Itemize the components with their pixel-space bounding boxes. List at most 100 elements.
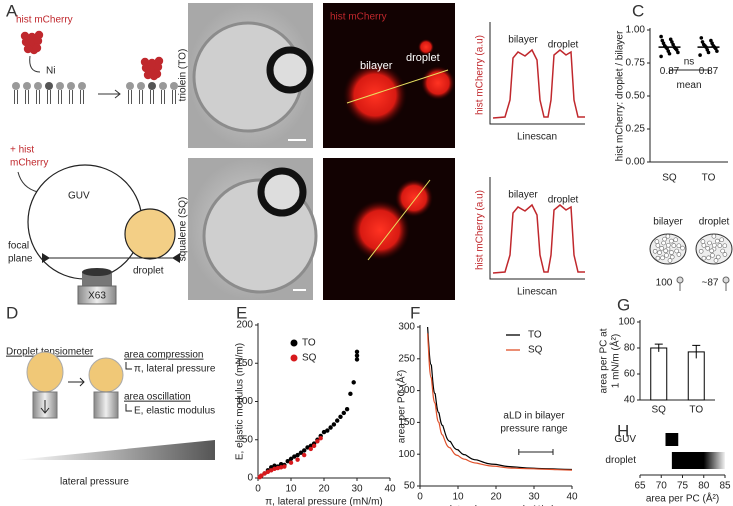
schematic-lipid — [654, 239, 660, 244]
schematic-lipid — [662, 236, 667, 242]
schematic-value: 100 — [656, 278, 673, 289]
schematic-lipid — [665, 233, 671, 239]
point — [354, 357, 360, 362]
arrow — [125, 362, 132, 370]
objective-label: X63 — [88, 291, 106, 302]
protein — [27, 32, 37, 42]
x-tick-label: TO — [702, 173, 716, 184]
lipid-head — [78, 82, 86, 90]
schematic-lipid — [706, 255, 711, 261]
point — [302, 452, 307, 458]
y-axis-label: E, elastic modulus (mN/m) — [235, 343, 246, 460]
point — [272, 463, 277, 468]
point — [311, 443, 317, 449]
channel-label: hist mCherry — [330, 12, 387, 23]
ion-label: Ni — [46, 66, 55, 77]
lipid-head — [23, 82, 31, 90]
dot — [659, 54, 663, 59]
x-tick-label: SQ — [652, 405, 667, 416]
point — [321, 429, 327, 435]
schematic-lipid — [719, 237, 725, 243]
point — [344, 406, 350, 412]
mean-label: mean — [676, 80, 701, 91]
schematic-lipid — [700, 239, 706, 244]
point — [325, 428, 330, 433]
schematic-lipid — [705, 245, 710, 251]
panel-label: F — [410, 303, 420, 322]
panel-label: C — [632, 1, 644, 20]
schematic-label: droplet — [699, 217, 730, 228]
row-label: triolein (TO) — [178, 49, 189, 102]
x-tick-label: 40 — [566, 492, 578, 503]
lipid-head — [56, 82, 64, 90]
profile-xlabel: Linescan — [517, 287, 557, 298]
y-axis-label: 1 mN/m (Å²) — [609, 334, 622, 388]
point — [318, 436, 323, 441]
legend-label: SQ — [302, 353, 317, 364]
schematic-lipid — [680, 245, 685, 251]
bar — [687, 351, 705, 401]
profile-xlabel: Linescan — [517, 132, 557, 143]
focal-label: focal — [8, 241, 29, 252]
guv — [27, 164, 143, 280]
category-label: droplet — [605, 455, 636, 466]
schematic-lipid — [666, 242, 671, 248]
y-tick-label: 0.00 — [626, 157, 646, 168]
schematic-lipid — [709, 248, 714, 254]
range-bar — [665, 433, 679, 446]
bilayer-signal — [343, 63, 407, 127]
y-tick-label: 80 — [624, 343, 636, 354]
schematic-lipid — [669, 238, 674, 244]
arrow — [29, 55, 41, 73]
x-tick-label: 10 — [285, 484, 297, 495]
capillary — [93, 391, 119, 419]
droplet — [124, 208, 176, 260]
schematic-lipid — [674, 248, 679, 254]
bar — [650, 347, 668, 401]
droplet-label: droplet — [133, 266, 164, 277]
peak-label: bilayer — [508, 190, 538, 201]
bilayer-signal — [350, 200, 410, 260]
y-tick-label: 0.75 — [626, 58, 646, 69]
point — [269, 465, 274, 470]
lipid-head — [137, 82, 145, 90]
point — [308, 446, 313, 452]
point — [278, 462, 284, 467]
point — [354, 349, 360, 354]
annotation: pressure range — [500, 424, 568, 435]
schematic-value: ~87 — [702, 278, 719, 289]
schematic-lipid — [667, 258, 673, 263]
point — [305, 445, 310, 450]
legend-label: TO — [528, 330, 542, 341]
lipid-head — [159, 82, 167, 90]
schematic-lipid — [701, 255, 707, 261]
x-tick-label: 0 — [417, 492, 423, 503]
profile-axis — [489, 22, 585, 125]
panel-label: A — [6, 1, 18, 20]
point — [308, 443, 313, 449]
point — [331, 422, 337, 427]
significance-bracket — [669, 69, 709, 74]
schematic-lipid — [655, 243, 661, 248]
protein — [154, 56, 164, 66]
line — [427, 333, 573, 471]
point — [288, 456, 294, 462]
schematic-lipid — [655, 255, 661, 261]
legend-label: SQ — [528, 345, 543, 356]
focal-marker — [172, 253, 180, 263]
schematic-lipid — [710, 253, 715, 258]
x-tick-label: 80 — [698, 481, 710, 492]
peak-label: bilayer — [508, 35, 538, 46]
point — [259, 473, 264, 478]
y-tick-label: 50 — [242, 434, 254, 445]
y-tick-label: 200 — [236, 320, 253, 331]
schematic-lipid — [722, 252, 728, 257]
profile-ylabel: hist mCherry (a.u) — [475, 35, 486, 115]
profile-ylabel: hist mCherry (a.u) — [475, 190, 486, 270]
x-tick-label: 70 — [656, 481, 668, 492]
protein — [143, 70, 153, 80]
point — [315, 439, 320, 444]
schematic-lipid — [657, 250, 662, 255]
